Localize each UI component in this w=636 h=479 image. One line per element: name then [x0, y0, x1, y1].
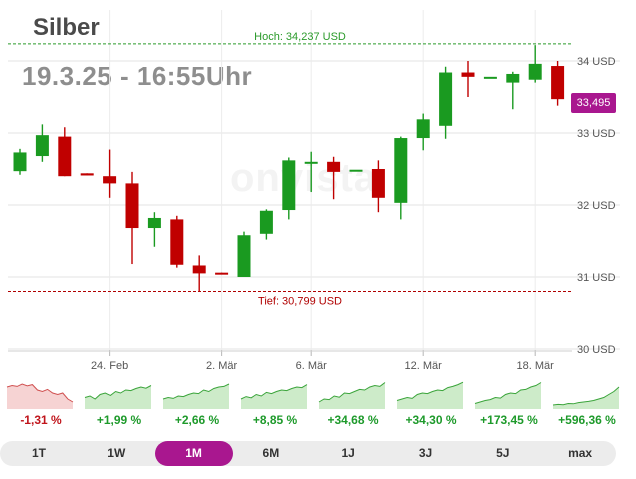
sparkline-line	[84, 385, 152, 400]
range-button-1m[interactable]: 1M	[154, 441, 233, 466]
performance-spark[interactable]: +173,45 %	[474, 376, 544, 432]
candle-body	[58, 136, 72, 177]
candle-body	[237, 235, 251, 277]
candle-body	[13, 152, 27, 172]
sparkline-line	[240, 384, 308, 400]
performance-spark[interactable]: +8,85 %	[240, 376, 310, 432]
range-button-6m[interactable]: 6M	[262, 446, 280, 460]
sparkline-area	[85, 385, 151, 409]
candle-body	[551, 66, 565, 100]
sparkline-chart	[240, 384, 308, 409]
performance-value: +34,30 %	[405, 413, 457, 427]
sparkline-chart	[318, 382, 386, 409]
performance-value: +173,45 %	[480, 413, 538, 427]
x-tick-label: 12. Mär	[405, 360, 443, 370]
performance-value: -1,31 %	[20, 413, 62, 427]
candle-body	[439, 72, 453, 126]
candle-body	[282, 160, 296, 211]
performance-value: +34,68 %	[327, 413, 379, 427]
candle-body	[506, 73, 520, 83]
candle-body	[35, 135, 49, 157]
sparkline-area	[7, 384, 73, 409]
candle-body	[371, 169, 385, 198]
y-tick-label: 33 USD	[577, 128, 616, 140]
candle-body	[192, 265, 206, 274]
performance-row: -1,31 % +1,99 % +2,66 % +8,85 % +34,68 % +34,…	[0, 376, 636, 432]
candle-body	[483, 76, 497, 79]
sparkline-area	[553, 387, 619, 409]
performance-spark[interactable]: +34,68 %	[318, 376, 388, 432]
page-title: Silber	[33, 14, 100, 41]
sparkline-chart	[84, 385, 152, 409]
candle-body	[259, 210, 273, 234]
performance-spark[interactable]: -1,31 %	[6, 376, 76, 432]
candle-body	[528, 63, 542, 80]
sparkline-line	[474, 382, 542, 404]
sparkline-area	[163, 384, 229, 409]
sparkline-chart	[162, 383, 230, 409]
performance-spark[interactable]: +2,66 %	[162, 376, 232, 432]
sparkline-line	[162, 383, 230, 400]
candle-body	[125, 183, 139, 229]
range-button-1w[interactable]: 1W	[107, 446, 126, 460]
range-button-3j[interactable]: 3J	[418, 446, 433, 460]
range-button-max[interactable]: max	[568, 446, 593, 460]
x-tick-label: 6. Mär	[296, 360, 328, 370]
x-tick-label: 24. Feb	[91, 360, 128, 370]
time-range-selector: 1T 1W 1M 6M 1J 3J 5J max	[0, 441, 616, 466]
last-price-badge: 33,495	[571, 93, 616, 113]
watermark-logo: onvista	[230, 156, 378, 200]
low-label: Tief: 30,799 USD	[258, 295, 342, 307]
performance-spark[interactable]: +1,99 %	[84, 376, 154, 432]
sparkline-chart	[396, 381, 464, 409]
sparkline-area	[241, 384, 307, 409]
candle-body	[304, 161, 318, 164]
range-button-1t[interactable]: 1T	[31, 446, 46, 460]
sparkline-area	[475, 382, 541, 409]
candle-body	[349, 169, 363, 172]
performance-value: +596,36 %	[558, 413, 616, 427]
performance-value: +2,66 %	[174, 413, 220, 427]
performance-value: +1,99 %	[96, 413, 142, 427]
sparkline-chart	[6, 383, 74, 409]
candle-body	[327, 161, 341, 172]
sparkline-line	[6, 383, 74, 403]
sparkline-line	[318, 382, 386, 403]
sparkline-area	[319, 382, 385, 409]
x-tick-label: 18. Mär	[517, 360, 555, 370]
y-tick-label: 32 USD	[577, 200, 616, 212]
range-button-5j[interactable]: 5J	[496, 446, 510, 460]
candle-body	[416, 119, 430, 139]
quote-datetime: 19.3.25 - 16:55Uhr	[22, 61, 253, 91]
candle-body	[147, 217, 161, 229]
high-label: Hoch: 34,237 USD	[254, 31, 346, 43]
price-chart[interactable]: 34 USD 33 USD 32 USD 31 USD 30 USD 24. Feb 2. …	[0, 0, 636, 370]
sparkline-line	[396, 381, 464, 401]
candle-body	[170, 219, 184, 265]
candle-body	[103, 176, 117, 184]
sparkline-line	[552, 386, 620, 406]
y-tick-label: 31 USD	[577, 272, 616, 284]
sparkline-chart	[552, 386, 620, 409]
performance-value: +8,85 %	[252, 413, 298, 427]
candle-body	[461, 72, 475, 77]
candle-body	[394, 138, 408, 203]
y-tick-label: 30 USD	[577, 344, 616, 356]
sparkline-chart	[474, 382, 542, 409]
performance-spark[interactable]: +596,36 %	[552, 376, 622, 432]
candle-body	[215, 272, 229, 275]
y-tick-label: 34 USD	[577, 56, 616, 68]
x-tick-label: 2. Mär	[206, 360, 238, 370]
performance-spark[interactable]: +34,30 %	[396, 376, 466, 432]
candle-body	[80, 173, 94, 176]
range-button-1j[interactable]: 1J	[341, 446, 355, 460]
